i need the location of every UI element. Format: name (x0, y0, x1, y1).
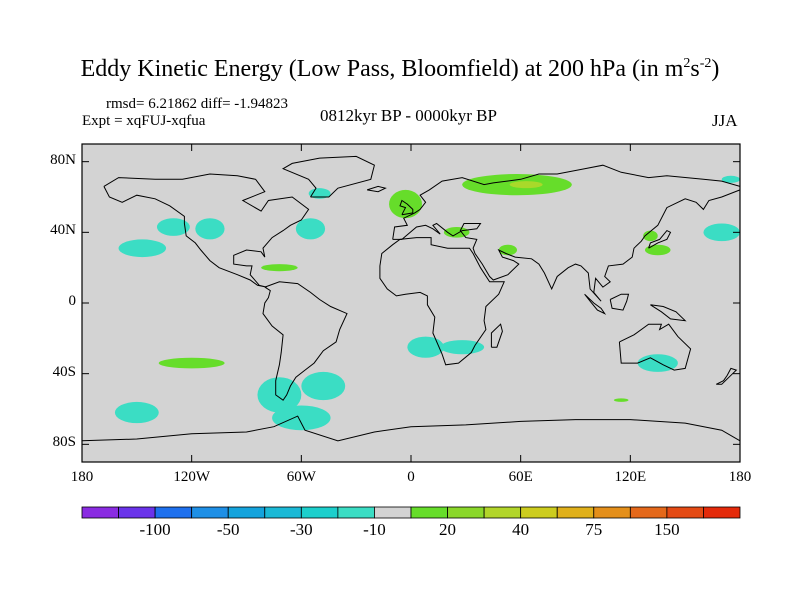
region-south-atlantic-east (440, 340, 485, 355)
coastline-uk (399, 199, 414, 216)
colorbar-swatch (629, 506, 668, 519)
plot-title: Eddy Kinetic Energy (Low Pass, Bloomfiel… (80, 56, 720, 82)
colorbar-swatch (264, 506, 302, 519)
region-north-america-west (195, 218, 225, 240)
region-argentina (301, 371, 346, 401)
colorbar-label: -50 (216, 520, 240, 539)
colorbar-swatch (703, 506, 741, 519)
region-south-pacific-far (114, 401, 159, 424)
colorbar-swatch (191, 506, 229, 519)
colorbar-label: 75 (585, 520, 603, 539)
colorbar-label: 150 (654, 520, 680, 539)
axis-ticks (81, 144, 741, 462)
y-tick-label: 80N (50, 151, 76, 168)
colorbar-swatch (374, 506, 412, 519)
y-tick-label: 80S (52, 434, 76, 451)
region-north-pacific-mid (156, 218, 190, 236)
coastline-borneo (609, 293, 630, 311)
x-tick-label: 60W (286, 469, 316, 485)
colorbar-swatch (447, 506, 485, 519)
colorbar-swatch (410, 506, 448, 519)
coastline-australia (618, 323, 692, 371)
x-tick-label: 0 (407, 469, 415, 485)
colorbar-label: 40 (512, 520, 530, 539)
coastline-new-guinea (650, 304, 687, 322)
x-tick-label: 60E (508, 469, 533, 485)
region-caribbean (261, 264, 298, 272)
region-japan (643, 230, 658, 242)
colorbar-swatch (118, 506, 156, 519)
colorbar-swatch (666, 506, 704, 519)
region-indian-ocean-south (613, 398, 629, 402)
region-east-asia (644, 244, 671, 256)
x-tick-label: 120W (173, 469, 210, 485)
colorbar-swatch (556, 506, 595, 519)
coastline-eurasia (392, 164, 741, 302)
region-siberia-core (509, 181, 543, 189)
region-north-pacific-west (703, 223, 740, 242)
region-south-atlantic (407, 336, 444, 358)
experiment-label: Expt = xqFUJ-xqfua (82, 113, 206, 129)
x-tick-label: 180 (70, 469, 94, 485)
stats-label: rmsd= 6.21862 diff= -1.94823 (106, 96, 289, 112)
y-tick-label: 40S (52, 363, 76, 380)
coastlines (81, 155, 741, 442)
coastline-north-america (103, 173, 310, 288)
x-tick-label: 120E (614, 469, 647, 485)
colorbar-label: -10 (363, 520, 386, 539)
region-north-pacific-east (118, 239, 167, 258)
region-europe-west (389, 189, 422, 219)
x-tick-label: 180 (728, 469, 752, 485)
colorbar-swatch (337, 506, 375, 519)
colorbar-label: -100 (139, 520, 171, 539)
coastline-iceland (366, 185, 387, 193)
colorbar-swatch (227, 506, 266, 519)
colorbar (81, 506, 741, 519)
colorbar-swatch (520, 506, 558, 519)
coastline-indonesia (584, 293, 607, 315)
coastline-africa (379, 237, 505, 366)
y-tick-label: 0 (68, 293, 77, 309)
season-label: JJA (712, 111, 738, 130)
colorbar-swatch (593, 506, 631, 519)
coastline-greenland (281, 155, 375, 198)
coastline-madagascar (490, 323, 503, 348)
y-tick-label: 40N (50, 222, 76, 239)
colorbar-label: -30 (289, 520, 313, 539)
region-south-pacific (158, 357, 225, 369)
coastline-japan (648, 229, 672, 249)
coastline-south-america (262, 281, 348, 401)
colorbar-label: 20 (439, 520, 457, 539)
region-north-atlantic-west (295, 218, 326, 240)
region-mediterranean (443, 227, 470, 238)
colorbar-swatch (300, 506, 339, 519)
colorbar-swatch (483, 506, 522, 519)
region-southern-ocean (272, 405, 331, 431)
colorbar-swatch (81, 506, 119, 519)
coastline-antarctica (81, 415, 741, 442)
period-label: 0812kyr BP - 0000kyr BP (320, 106, 497, 125)
coastline-new-zealand (715, 367, 738, 385)
colorbar-swatch (154, 506, 193, 519)
region-bering (721, 175, 740, 183)
